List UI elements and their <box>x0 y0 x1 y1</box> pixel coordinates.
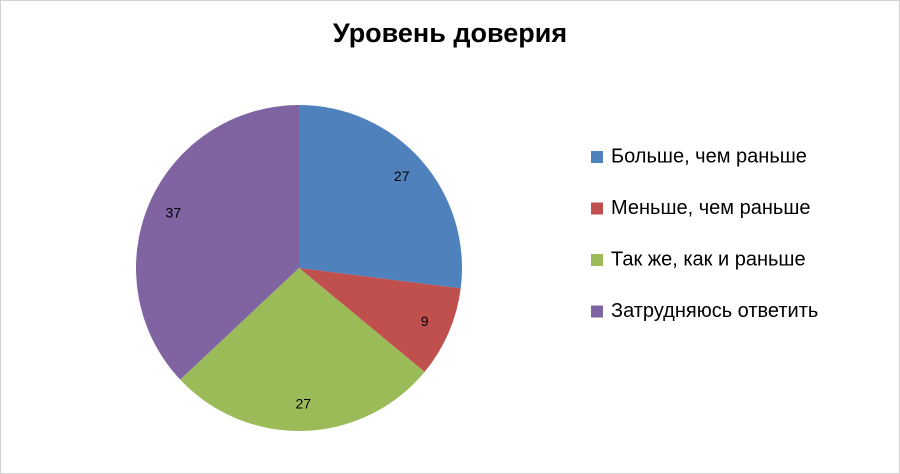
chart-title: Уровень доверия <box>333 18 567 48</box>
legend-label: Затрудняюсь ответить <box>611 300 818 322</box>
pie-slice <box>136 105 299 380</box>
pie-slice <box>299 105 462 289</box>
data-label: 37 <box>166 204 182 220</box>
legend-label: Больше, чем раньше <box>611 145 807 167</box>
legend-swatch <box>591 254 603 266</box>
legend-swatch <box>591 151 603 163</box>
legend-swatch <box>591 202 603 215</box>
data-label: 9 <box>421 313 429 329</box>
pie-slice <box>180 268 425 431</box>
data-label: 27 <box>394 168 410 184</box>
legend-label: Так же, как и раньше <box>611 248 806 270</box>
legend-swatch <box>591 305 603 318</box>
legend-label: Меньше, чем раньше <box>611 197 810 219</box>
pie-slice <box>299 268 461 372</box>
data-label: 27 <box>296 396 312 412</box>
